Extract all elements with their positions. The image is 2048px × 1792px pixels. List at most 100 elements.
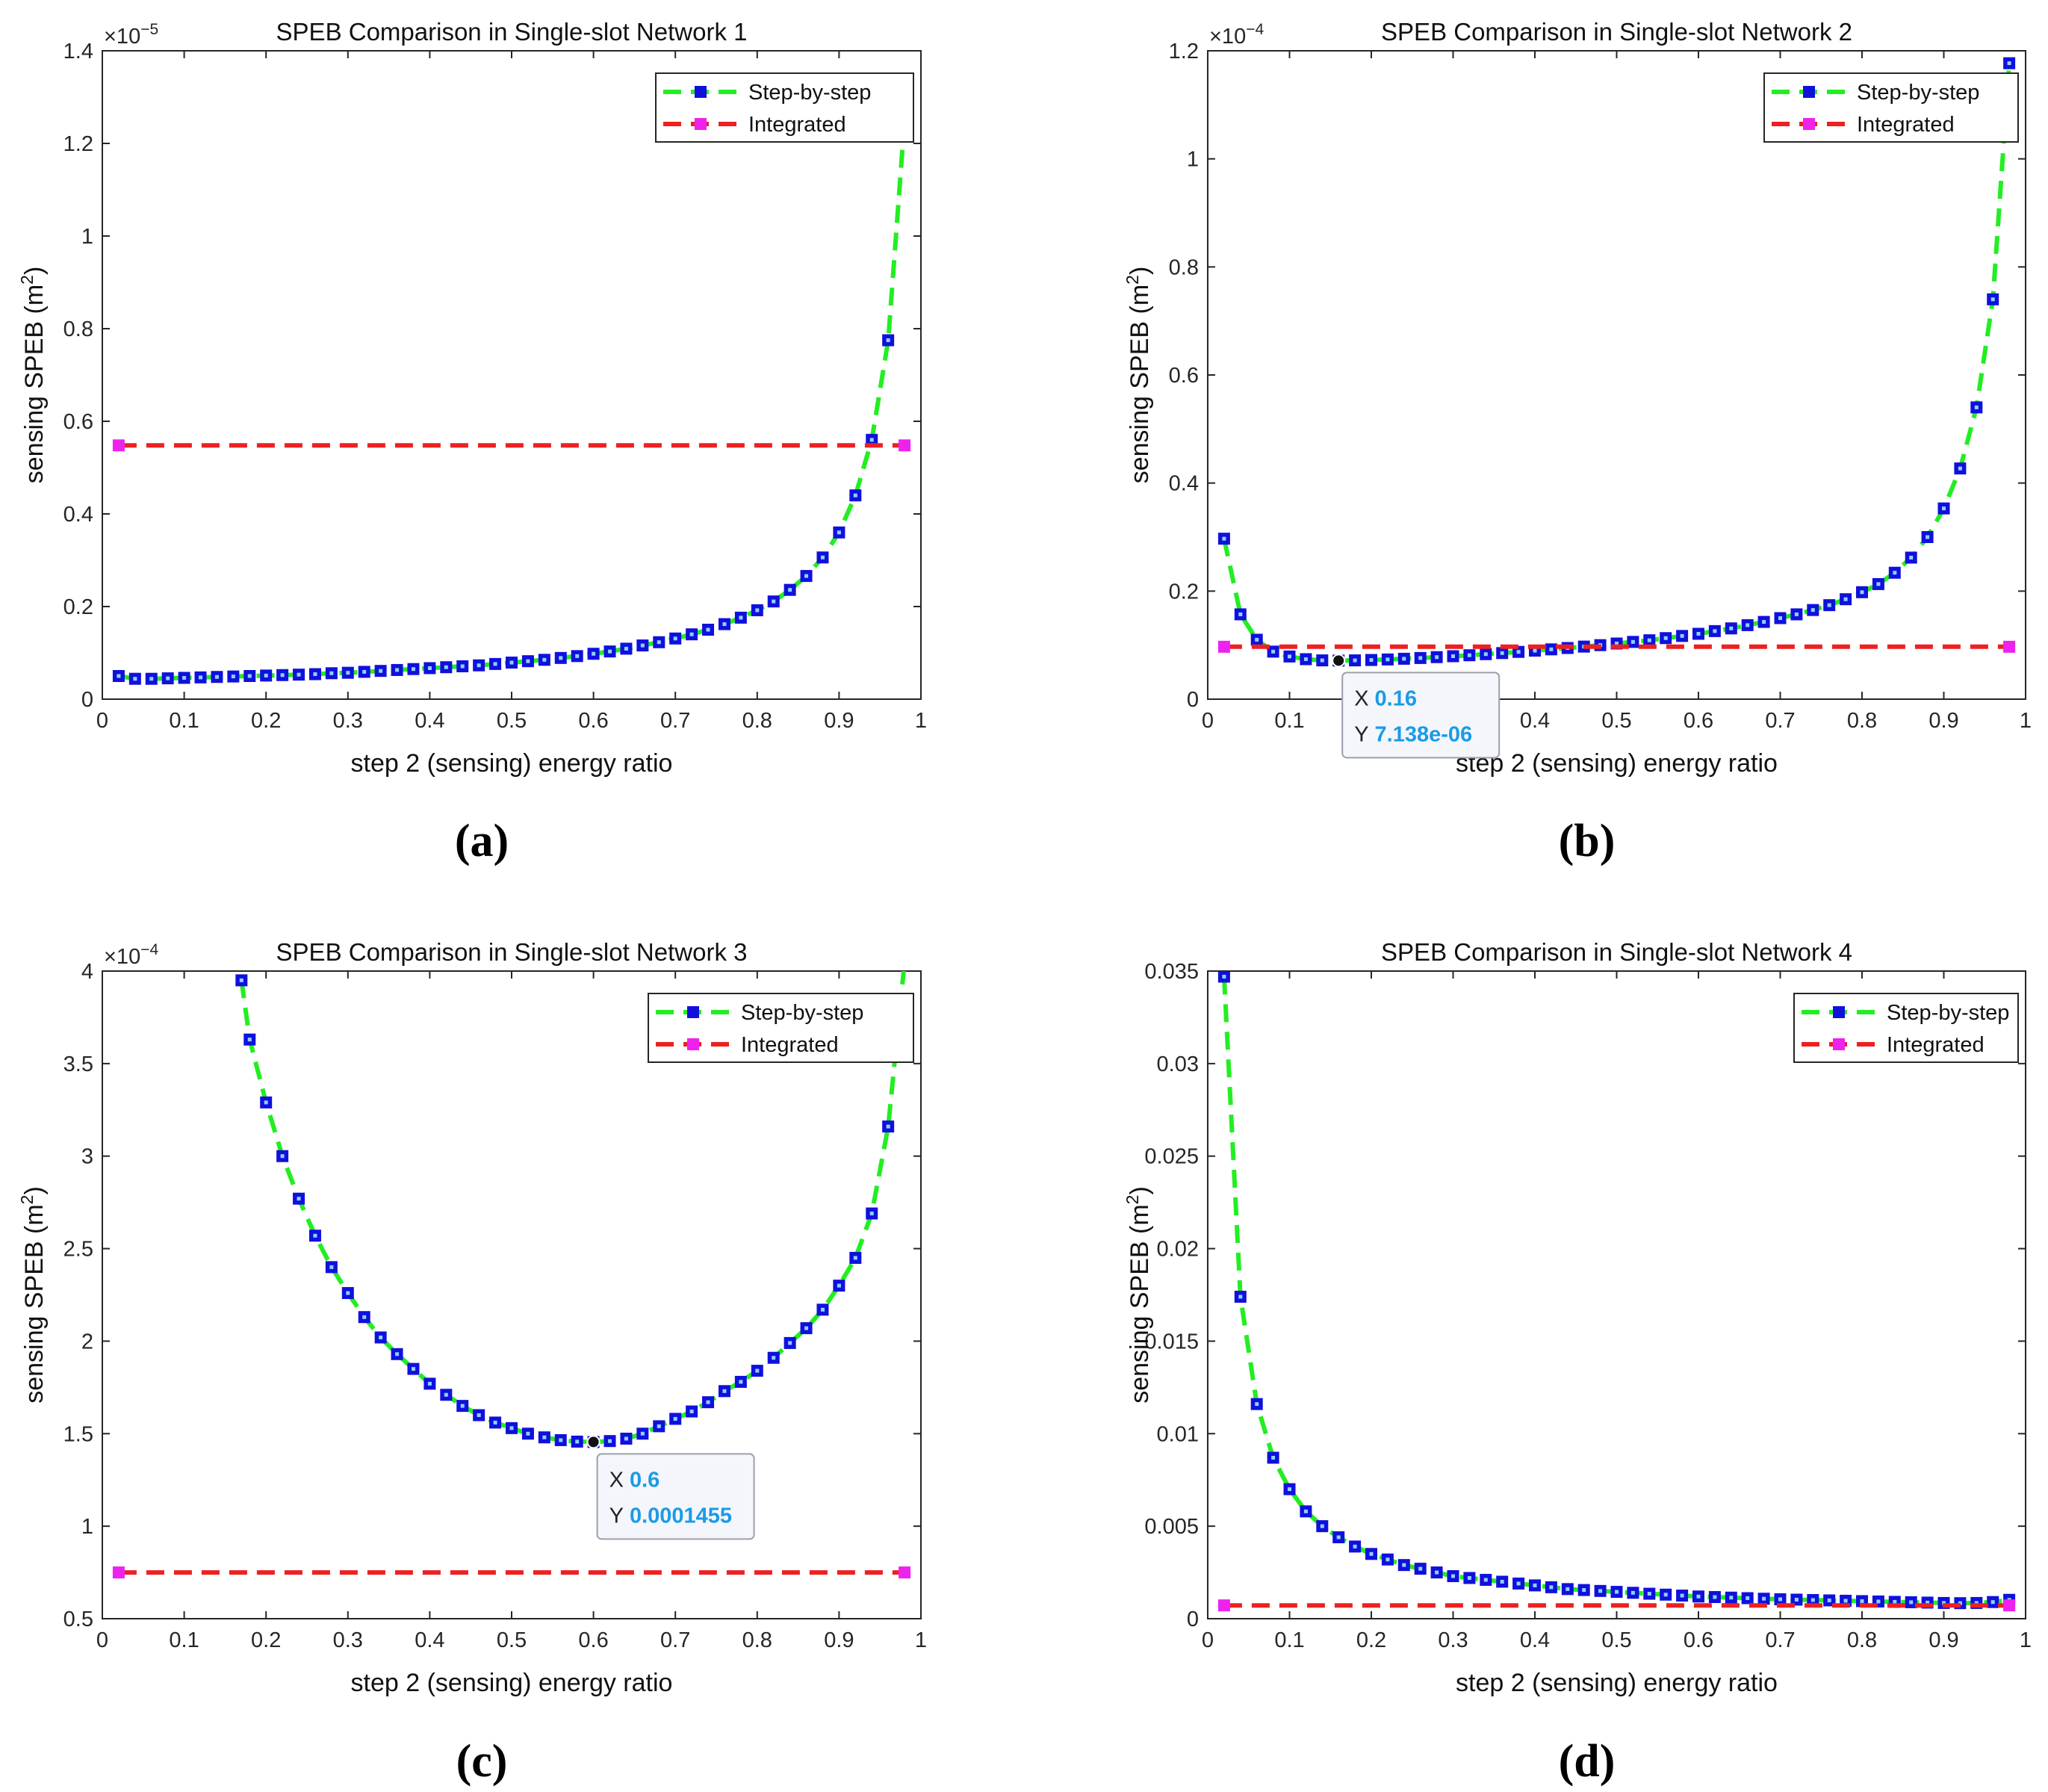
y-tick-label: 0.2 (1169, 580, 1199, 604)
legend-entry-label: Integrated (1887, 1033, 1985, 1057)
x-tick-label: 0.3 (333, 1628, 363, 1652)
data-point-center (1893, 571, 1897, 575)
panel-label: (b) (1559, 816, 1616, 866)
data-point-center (1746, 623, 1750, 627)
data-point-center (542, 1435, 547, 1439)
data-point-center (1974, 405, 1979, 409)
x-tick-label: 1 (2020, 1628, 2032, 1652)
x-tick-label: 0.7 (660, 709, 690, 733)
data-point (899, 439, 911, 452)
data-point-center (837, 1283, 841, 1288)
data-point-center (346, 671, 350, 675)
legend: Step-by-step Integrated (1763, 72, 2019, 143)
y-axis-label-main: sensing SPEB (m (20, 285, 49, 483)
x-tick-label: 0.8 (1847, 709, 1877, 733)
x-tick-label: 0.2 (1356, 1628, 1386, 1652)
chart-panel-a: 0 0.1 0.2 0.3 0.4 0.5 0.6 0.7 0.8 0.9 1 0 0.2 0.4 0.6 0… (17, 18, 927, 866)
data-point-center (1500, 1579, 1504, 1584)
x-tick-label: 0.5 (1601, 709, 1631, 733)
data-point-center (1516, 1581, 1521, 1586)
data-point (1217, 1599, 1230, 1612)
y-axis-label: sensing SPEB (m2) (1123, 1186, 1154, 1404)
data-point-center (395, 1352, 400, 1357)
data-point-center (1598, 1589, 1603, 1593)
x-tick-label: 1 (2020, 709, 2032, 733)
data-point-center (673, 1416, 677, 1421)
data-point-center (886, 338, 890, 342)
datatip-x-label: X (609, 1468, 624, 1492)
data-point-center (329, 1265, 334, 1269)
x-tick-label: 0.1 (169, 1628, 199, 1652)
data-point-center (1909, 1600, 1914, 1605)
data-point-center (1926, 1600, 1930, 1605)
data-point-center (1402, 1563, 1406, 1567)
data-point-center (1467, 653, 1471, 657)
data-point-center (1860, 590, 1864, 595)
data-point-center (1630, 1590, 1635, 1595)
data-point (899, 1566, 911, 1579)
datatip-box (1341, 672, 1501, 759)
x-axis-label: step 2 (sensing) energy ratio (1456, 1669, 1778, 1697)
data-point-center (1746, 1596, 1750, 1601)
datatip-x-value: 0.16 (1375, 686, 1417, 710)
plot-area (1207, 50, 2026, 700)
data-point-center (608, 649, 612, 654)
legend-entry-label: Integrated (748, 113, 846, 137)
data-point-center (264, 1100, 268, 1105)
data-point-center (1778, 1597, 1782, 1602)
data-point-center (239, 978, 243, 982)
y-tick-label: 0.6 (63, 410, 93, 434)
data-point-center (1369, 1551, 1374, 1556)
x-tick-label: 0 (1202, 1628, 1214, 1652)
data-point-center (1320, 658, 1324, 663)
data-point-center (477, 663, 481, 668)
data-point-center (460, 664, 465, 669)
data-point-center (1369, 658, 1374, 663)
legend-swatch-marker (695, 86, 707, 98)
data-point-center (1958, 1601, 1962, 1605)
panel-label: (c) (456, 1736, 508, 1787)
data-point-center (427, 666, 432, 670)
data-point-center (804, 1326, 809, 1330)
data-point-center (575, 1439, 580, 1444)
y-axis-label-close: ) (1126, 1186, 1154, 1194)
data-point-center (1696, 631, 1701, 636)
x-tick-label: 0.6 (578, 1628, 608, 1652)
y-tick-label: 1.2 (63, 132, 93, 156)
data-point (2003, 1599, 2016, 1612)
x-tick-label: 0.4 (1520, 1628, 1550, 1652)
data-point-center (1893, 1599, 1897, 1604)
data-point-center (1385, 657, 1390, 662)
y-tick-label: 1.5 (63, 1422, 93, 1446)
data-point-center (1827, 603, 1831, 607)
y-exponent-power: −4 (140, 941, 158, 958)
data-point-center (575, 654, 580, 658)
x-tick-label: 0.8 (742, 709, 772, 733)
x-tick-label: 0.1 (169, 709, 199, 733)
data-point-center (411, 667, 415, 672)
data-point-center (608, 1439, 612, 1443)
data-point-center (722, 1389, 727, 1393)
data-point-center (1926, 535, 1930, 539)
y-tick-label: 3 (81, 1145, 93, 1169)
datatip-y-value: 0.0001455 (630, 1504, 732, 1528)
data-point (112, 439, 125, 452)
data-point-center (559, 1438, 563, 1442)
data-point-center (166, 676, 170, 680)
y-tick-label: 0.03 (1157, 1052, 1199, 1076)
x-tick-label: 0.3 (1438, 1628, 1468, 1652)
x-tick-label: 0.6 (1684, 709, 1713, 733)
data-point-center (1549, 1585, 1554, 1590)
data-point-center (395, 668, 400, 672)
x-tick-label: 0.7 (1765, 1628, 1795, 1652)
data-point-center (1303, 657, 1308, 661)
legend-swatch-marker (1833, 1006, 1845, 1018)
data-point-center (559, 656, 563, 660)
data-point-center (886, 1124, 890, 1129)
y-tick-label: 0.005 (1144, 1515, 1199, 1539)
chart-title: SPEB Comparison in Single-slot Network 1 (276, 18, 748, 46)
data-point-center (346, 1291, 350, 1295)
y-tick-label: 1 (1187, 148, 1199, 172)
data-point-center (1435, 655, 1439, 660)
data-point-center (1630, 639, 1635, 644)
